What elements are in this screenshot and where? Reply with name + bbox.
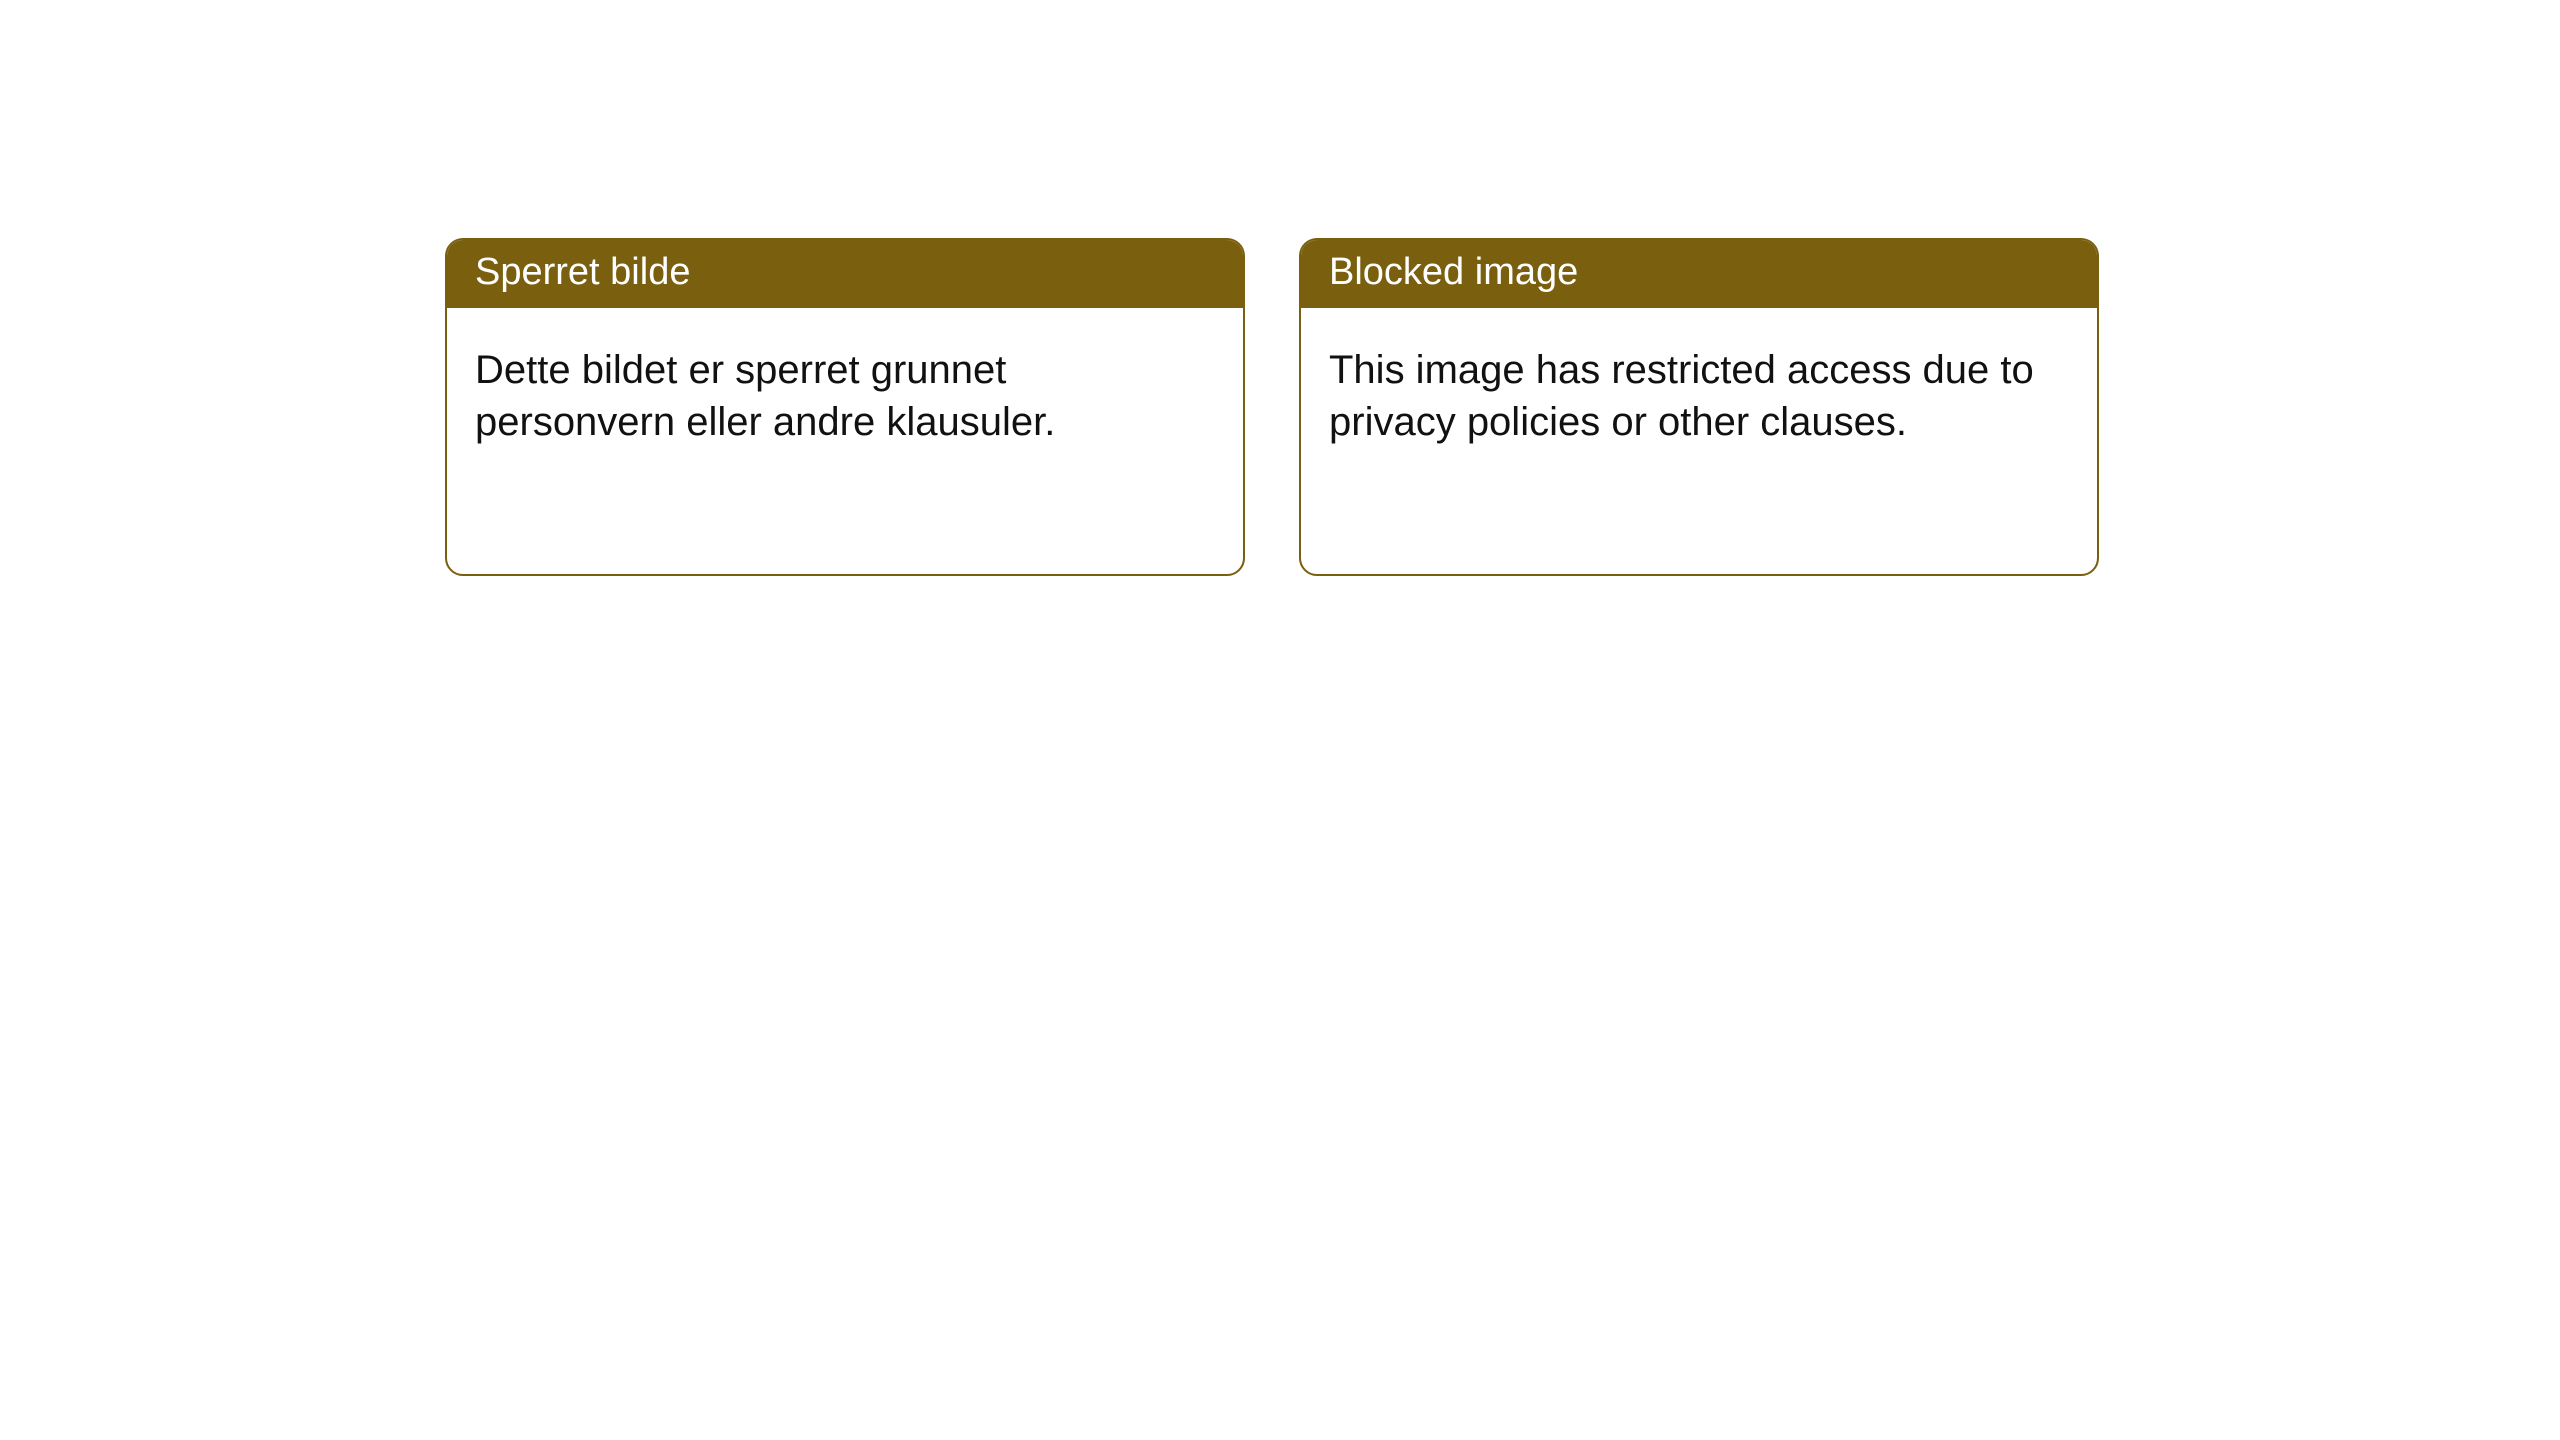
notice-body-text: This image has restricted access due to … — [1329, 348, 2034, 445]
notice-container: Sperret bilde Dette bildet er sperret gr… — [0, 0, 2560, 576]
notice-body: This image has restricted access due to … — [1301, 308, 2097, 486]
notice-title: Blocked image — [1329, 251, 1578, 293]
notice-body-text: Dette bildet er sperret grunnet personve… — [475, 348, 1055, 445]
notice-body: Dette bildet er sperret grunnet personve… — [447, 308, 1243, 486]
notice-title: Sperret bilde — [475, 251, 690, 293]
notice-header: Blocked image — [1301, 240, 2097, 308]
notice-header: Sperret bilde — [447, 240, 1243, 308]
notice-card-norwegian: Sperret bilde Dette bildet er sperret gr… — [445, 238, 1245, 576]
notice-card-english: Blocked image This image has restricted … — [1299, 238, 2099, 576]
